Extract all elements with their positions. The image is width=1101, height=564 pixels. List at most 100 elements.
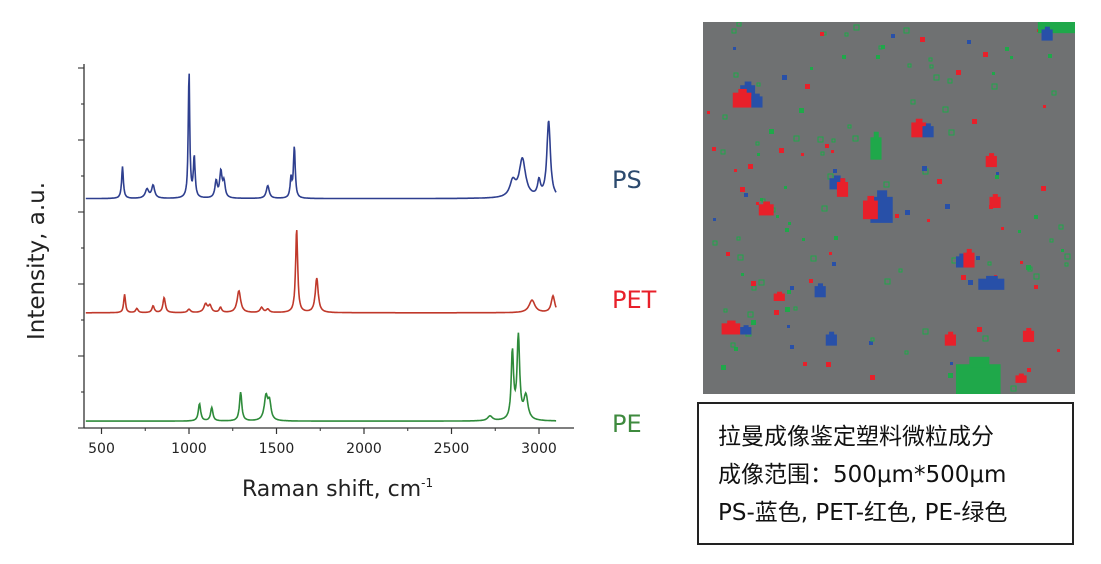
speck-pe: [760, 198, 763, 201]
speck-ps: [733, 47, 736, 50]
particle-pet-lobe: [727, 320, 736, 325]
speck-ps: [787, 325, 790, 328]
speck-pe: [747, 311, 754, 318]
speck-pet: [977, 327, 982, 332]
speck-pe: [712, 240, 718, 246]
particle-pet-lobe: [738, 88, 747, 95]
speck-pe: [769, 129, 774, 134]
speck-pe: [751, 320, 756, 325]
particle-ps: [740, 327, 752, 335]
speck-pet: [983, 52, 988, 57]
speck-pe: [733, 72, 739, 78]
speck-pe: [853, 24, 860, 31]
caption-line-3: PS-蓝色, PET-红色, PE-绿色: [718, 500, 1008, 526]
speck-pe: [793, 135, 800, 142]
speck-pe: [1064, 253, 1071, 260]
speck-pe: [784, 186, 787, 189]
series-line-pet: [85, 230, 557, 314]
speck-pe: [881, 45, 885, 49]
speck-pe: [922, 328, 929, 335]
speck-pe: [734, 347, 738, 351]
speck-pe: [810, 255, 817, 262]
x-tick-label-1500: 1500: [259, 441, 295, 457]
speck-pe: [1034, 215, 1038, 219]
particle-pet-lobe: [966, 248, 972, 255]
particle-ps: [1041, 29, 1053, 41]
particle-pet-lobe: [992, 194, 998, 198]
particle-pet-lobe: [840, 178, 846, 184]
speck-pe: [757, 153, 760, 156]
speck-pe: [793, 306, 798, 311]
speck-pe: [741, 273, 744, 276]
speck-pe: [722, 114, 728, 120]
speck-pe: [731, 28, 737, 34]
speck-pe: [948, 373, 953, 378]
caption-line-1: 拉曼成像鉴定塑料微粒成分: [718, 424, 994, 450]
chart-axes: [83, 64, 574, 429]
particle-pe-lobe: [969, 356, 990, 368]
speck-pet: [820, 32, 824, 36]
speck-pet: [1034, 285, 1038, 289]
speck-pe: [876, 55, 880, 59]
particle-pe: [955, 364, 1001, 394]
speck-ps: [790, 345, 794, 349]
speck-pet: [1057, 349, 1060, 352]
speck-pe: [831, 138, 836, 143]
speck-pet: [712, 147, 716, 151]
speck-ps: [996, 172, 999, 175]
speck-pet: [801, 153, 804, 156]
speck-pe: [1010, 385, 1017, 392]
particle-pet-lobe: [989, 153, 995, 158]
speck-pet: [895, 214, 899, 218]
particle-pet-lobe: [915, 118, 923, 124]
particle-pet: [911, 122, 927, 138]
speck-ps: [832, 262, 836, 266]
particle-pet: [944, 334, 956, 346]
particle-pet-lobe: [867, 195, 875, 203]
speck-pe: [1033, 273, 1040, 280]
particle-pet: [836, 181, 849, 197]
speck-pet: [803, 362, 807, 366]
particle-ps: [814, 286, 826, 298]
x-axis-label-text: Raman shift, cm: [242, 477, 422, 502]
speck-pe: [928, 57, 933, 62]
y-axis-label: Intensity, a.u.: [24, 181, 50, 340]
speck-ps: [950, 362, 953, 365]
particle-ps-lobe: [829, 331, 835, 336]
speck-pet: [961, 275, 966, 280]
speck-pe: [884, 278, 891, 285]
speck-pe: [817, 136, 824, 143]
speck-pe: [883, 181, 890, 188]
speck-pet: [870, 375, 875, 380]
speck-pet: [726, 252, 730, 256]
speck-ps: [782, 75, 787, 80]
speck-pe: [1058, 224, 1064, 230]
speck-pe: [810, 67, 813, 70]
speck-pe: [720, 149, 726, 155]
speck-pet: [825, 144, 829, 148]
speck-pe: [788, 222, 791, 225]
speck-ps: [922, 166, 927, 171]
series-label-pet: PET: [612, 286, 657, 314]
speck-pet: [734, 169, 737, 172]
particle-pet-lobe: [763, 201, 770, 206]
speck-pe: [948, 129, 955, 136]
speck-pe: [903, 27, 910, 34]
speck-pe: [904, 350, 909, 355]
raman-map-svg: [707, 22, 1075, 394]
caption-box: 拉曼成像鉴定塑料微粒成分 成像范围：500μm*500μm PS-蓝色, PET…: [697, 402, 1074, 545]
speck-pe: [820, 151, 825, 156]
speck-pet: [1001, 227, 1004, 230]
speck-pe: [736, 22, 742, 27]
x-tick-label-3000: 3000: [521, 441, 557, 457]
speck-pet: [774, 310, 779, 315]
particle-pet-lobe: [1026, 327, 1032, 332]
speck-pe: [1048, 54, 1052, 58]
particle-ps-lobe: [744, 81, 752, 87]
particle-ps-lobe: [754, 93, 760, 98]
speck-pet: [809, 279, 813, 283]
speck-ps: [833, 169, 837, 173]
speck-pe: [755, 141, 760, 146]
x-axis-label-superscript: -1: [421, 476, 434, 490]
speck-pe: [1064, 262, 1069, 267]
